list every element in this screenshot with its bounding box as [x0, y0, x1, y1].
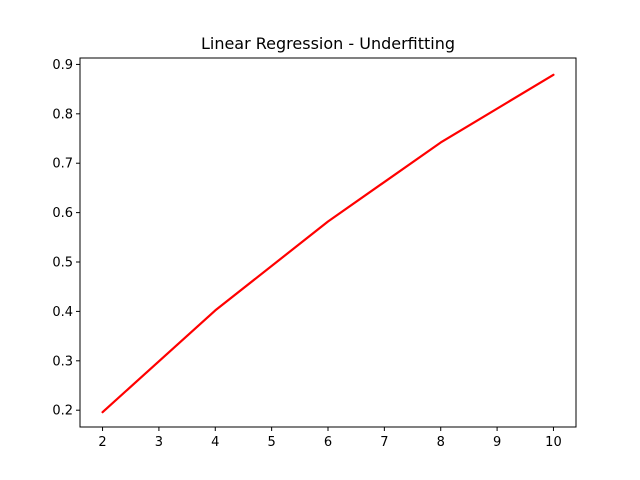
- y-tick-label: 0.4: [52, 305, 73, 320]
- y-tick-label: 0.6: [52, 206, 73, 221]
- chart-title: Linear Regression - Underfitting: [201, 34, 455, 53]
- x-tick-label: 4: [211, 435, 219, 450]
- x-tick-label: 7: [380, 435, 388, 450]
- y-tick-label: 0.7: [52, 157, 73, 172]
- y-tick-label: 0.9: [52, 58, 73, 73]
- x-tick-label: 5: [267, 435, 275, 450]
- series-layer: [101, 73, 555, 414]
- y-tick-label: 0.3: [52, 354, 73, 369]
- x-tick-label: 8: [437, 435, 445, 450]
- x-tick-label: 6: [324, 435, 332, 450]
- x-tick-label: 10: [545, 435, 562, 450]
- y-tick-label: 0.2: [52, 404, 73, 419]
- x-tick-label: 9: [493, 435, 501, 450]
- y-tick-label: 0.8: [52, 107, 73, 122]
- x-tick-label: 2: [98, 435, 106, 450]
- plot-area-frame: [79, 57, 577, 428]
- x-axis: 2 3 4 5 6 7 8 9 10: [98, 427, 562, 450]
- series-line: [101, 73, 555, 414]
- x-tick-label: 3: [155, 435, 163, 450]
- y-axis: 0.2 0.3 0.4 0.5 0.6 0.7 0.8 0.9: [52, 58, 80, 419]
- y-tick-label: 0.5: [52, 256, 73, 271]
